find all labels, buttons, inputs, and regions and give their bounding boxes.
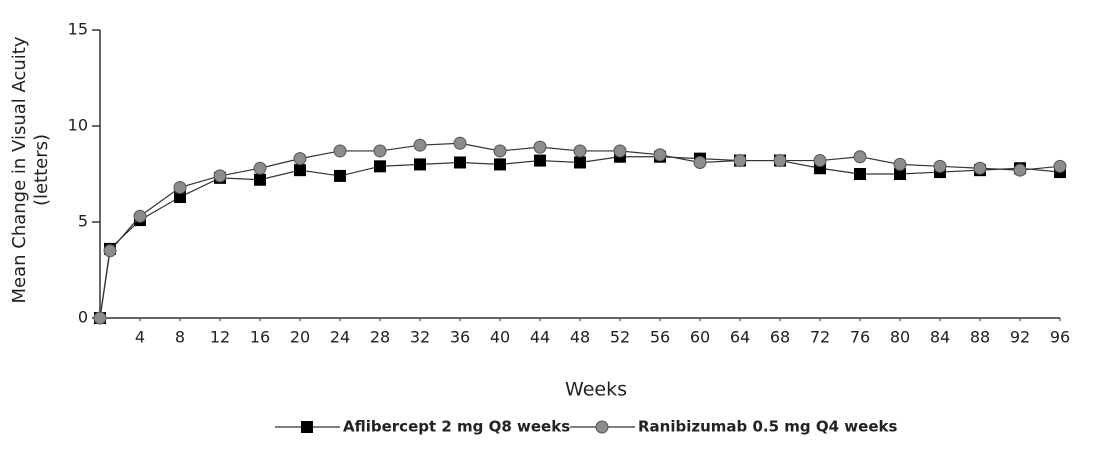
data-point <box>174 191 186 204</box>
data-point <box>894 168 906 180</box>
data-point <box>254 173 266 186</box>
x-tick-label: 76 <box>850 328 870 347</box>
data-point <box>533 140 547 154</box>
x-tick-label: 72 <box>810 328 830 347</box>
series-line <box>99 156 1061 319</box>
x-tick-label: 4 <box>135 328 145 347</box>
legend-marker <box>301 421 313 433</box>
data-point <box>213 169 227 183</box>
data-point <box>534 154 546 167</box>
y-tick-label: 5 <box>78 212 88 231</box>
data-point <box>374 160 386 173</box>
data-point <box>93 311 107 325</box>
x-tick-label: 28 <box>370 328 390 347</box>
x-tick-label: 44 <box>530 328 550 347</box>
data-point <box>973 161 987 175</box>
legend-marker <box>595 420 609 434</box>
x-tick-label: 16 <box>250 328 270 347</box>
series-line <box>99 142 1061 319</box>
data-point <box>813 154 827 168</box>
data-point <box>733 154 747 168</box>
data-point <box>653 148 667 162</box>
data-point <box>253 161 267 175</box>
data-point <box>333 144 347 158</box>
x-tick-label: 96 <box>1050 328 1070 347</box>
data-point <box>613 144 627 158</box>
data-point <box>773 154 787 168</box>
x-tick-label: 8 <box>175 328 185 347</box>
y-axis-label: Mean Change in Visual Acuity <box>9 36 30 303</box>
x-tick-label: 60 <box>690 328 710 347</box>
x-tick-label: 48 <box>570 328 590 347</box>
data-point <box>1053 159 1067 173</box>
data-point <box>493 144 507 158</box>
y-tick-label: 15 <box>68 20 88 39</box>
y-tick-label: 0 <box>78 308 88 327</box>
data-point <box>293 152 307 166</box>
data-point <box>693 155 707 169</box>
x-tick-label: 52 <box>610 328 630 347</box>
x-tick-label: 36 <box>450 328 470 347</box>
data-point <box>133 209 147 223</box>
data-point <box>103 244 117 258</box>
y-tick-label: 10 <box>68 116 88 135</box>
x-tick-label: 84 <box>930 328 950 347</box>
data-point <box>574 156 586 169</box>
data-point <box>853 150 867 164</box>
x-tick-label: 12 <box>210 328 230 347</box>
data-point <box>494 158 506 171</box>
x-tick-label: 40 <box>490 328 510 347</box>
data-point <box>454 156 466 169</box>
data-point <box>414 158 426 171</box>
data-point <box>373 144 387 158</box>
data-point <box>413 138 427 152</box>
data-point <box>173 180 187 194</box>
x-tick-label: 24 <box>330 328 350 347</box>
data-point <box>1013 163 1027 177</box>
data-point <box>573 144 587 158</box>
data-point <box>334 169 346 182</box>
x-tick-label: 88 <box>970 328 990 347</box>
x-tick-label: 56 <box>650 328 670 347</box>
legend-label: Ranibizumab 0.5 mg Q4 weeks <box>638 418 897 436</box>
x-tick-label: 32 <box>410 328 430 347</box>
x-tick-label: 68 <box>770 328 790 347</box>
data-point <box>294 164 306 177</box>
legend-label: Aflibercept 2 mg Q8 weeks <box>343 418 570 436</box>
x-tick-label: 80 <box>890 328 910 347</box>
data-point <box>893 157 907 171</box>
x-tick-label: 20 <box>290 328 310 347</box>
x-axis-label: Weeks <box>565 379 627 401</box>
x-tick-label: 64 <box>730 328 750 347</box>
data-point <box>453 136 467 150</box>
y-axis-label: (letters) <box>31 134 52 206</box>
x-tick-label: 92 <box>1010 328 1030 347</box>
data-point <box>854 168 866 180</box>
data-point <box>933 159 947 173</box>
